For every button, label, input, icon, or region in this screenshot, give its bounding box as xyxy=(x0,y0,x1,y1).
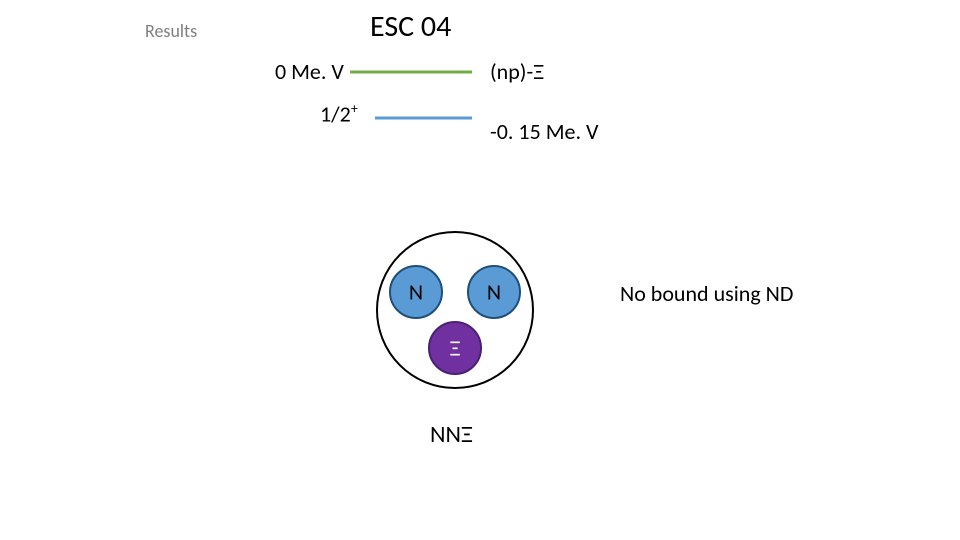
xi-label: Ξ xyxy=(450,335,461,362)
diagram-svg: N N Ξ xyxy=(0,0,960,540)
slide-stage: Results ESC 04 0 Me. V (np)-Ξ 1/2+ -0. 1… xyxy=(0,0,960,540)
nucleon-left-label: N xyxy=(409,279,423,306)
nucleon-right-label: N xyxy=(487,279,501,306)
